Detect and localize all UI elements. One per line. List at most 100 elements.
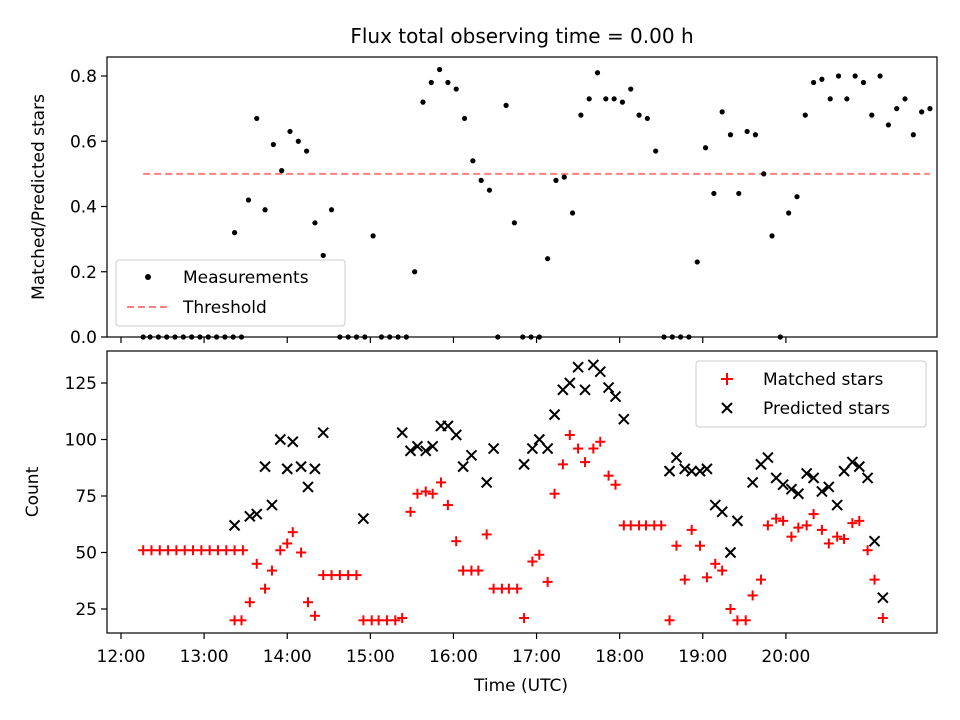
measurement-point — [902, 96, 908, 102]
bottom-legend-box — [695, 360, 927, 428]
predicted-star-point — [572, 361, 584, 373]
matched-star-point — [564, 429, 575, 440]
matched-star-point — [695, 540, 706, 551]
measurement-point — [719, 109, 725, 115]
matched-star-point — [801, 520, 812, 531]
matched-star-point — [869, 574, 880, 585]
top-axes-frame — [106, 56, 938, 338]
matched-star-point — [519, 613, 530, 624]
matched-star-point — [251, 558, 262, 569]
matched-star-point — [282, 538, 293, 549]
measurement-point — [860, 79, 867, 86]
matched-star-point — [451, 536, 462, 547]
predicted-star-point — [746, 476, 759, 489]
measurement-point — [702, 145, 709, 151]
predicted-star-point — [266, 499, 278, 511]
bottom-y-tick-label: 50 — [75, 544, 97, 564]
predicted-star-point — [541, 442, 554, 455]
measurement-point — [553, 177, 559, 183]
matched-star-point — [832, 531, 843, 542]
predicted-star-point — [302, 481, 314, 493]
predicted-star-point — [426, 440, 439, 452]
bottom-x-axis-label: Time (UTC) — [473, 676, 568, 696]
measurements-legend-marker — [145, 274, 151, 280]
predicted-star-point — [564, 377, 576, 389]
matched-star-point — [588, 443, 599, 454]
matched-star-point — [686, 524, 697, 535]
matched-star-point — [603, 470, 614, 481]
predicted-star-point — [670, 451, 683, 464]
predicted-star-point — [777, 478, 789, 491]
bottom-legend: Matched stars Predicted stars — [695, 360, 927, 428]
predicted-star-point — [518, 458, 530, 471]
measurement-point — [827, 96, 833, 102]
matched-star-point — [816, 524, 827, 535]
predicted-star-point — [716, 506, 728, 518]
measurement-point — [910, 132, 916, 138]
predicted-star-point — [465, 449, 478, 462]
predicted-star-point — [823, 481, 835, 493]
measurement-point — [877, 73, 883, 79]
predicted-star-point — [526, 442, 539, 455]
measurement-point — [461, 115, 468, 122]
predicted-star-point — [309, 463, 321, 475]
matched-legend-marker — [721, 373, 733, 385]
matched-star-point — [442, 500, 453, 511]
top-y-tick-label: 0.2 — [70, 263, 97, 283]
matched-star-point — [862, 545, 873, 556]
matched-star-point — [762, 520, 773, 531]
matched-star-point — [701, 572, 712, 583]
predicted-star-point — [602, 381, 615, 394]
predicted-star-point — [609, 390, 622, 403]
bottom-x-tick-label: 19:00 — [678, 647, 727, 667]
matched-star-point — [877, 613, 888, 624]
matched-star-point — [847, 518, 858, 529]
measurement-point — [844, 96, 850, 102]
bottom-x-ticks: 12:00 13:00 14:00 15:00 16:00 17:00 18:00 19:00… — [97, 633, 810, 667]
measurement-point — [545, 256, 551, 262]
measurement-point — [802, 112, 808, 118]
measurement-point — [295, 138, 301, 144]
top-y-tick-label: 0.4 — [70, 198, 97, 218]
measurement-point — [470, 158, 476, 164]
matched-star-point — [793, 522, 804, 533]
matched-star-point — [309, 610, 320, 621]
measurement-point — [578, 112, 584, 118]
bottom-x-tick-label: 12:00 — [97, 647, 146, 667]
matched-legend-label: Matched stars — [763, 370, 883, 390]
bottom-y-tick-label: 25 — [75, 600, 97, 620]
bottom-x-tick-label: 17:00 — [512, 647, 561, 667]
top-x-ticks — [120, 337, 787, 343]
measurement-point — [761, 171, 767, 177]
measurement-point — [511, 220, 517, 226]
predicted-star-point — [251, 508, 263, 520]
predicted-star-point — [679, 463, 691, 475]
matched-star-point — [656, 520, 667, 531]
predicted-star-point — [281, 463, 293, 475]
matched-star-point — [237, 545, 248, 556]
matched-star-point — [287, 527, 298, 538]
matched-star-point — [755, 574, 766, 585]
predicted-legend-marker — [721, 402, 733, 414]
measurement-point — [478, 177, 484, 183]
matched-star-point — [236, 615, 247, 626]
measurement-point — [420, 99, 426, 105]
measurement-point — [619, 99, 626, 105]
matched-star-point — [481, 529, 492, 540]
predicted-star-point — [287, 436, 299, 448]
bottom-y-tick-label: 75 — [75, 487, 97, 507]
matched-star-point — [808, 509, 819, 520]
measurement-point — [561, 174, 567, 180]
matched-star-point — [435, 477, 446, 488]
predicted-star-point — [411, 440, 424, 452]
predicted-star-point — [317, 427, 329, 439]
top-legend: Measurements Threshold — [115, 259, 346, 327]
measurement-point — [819, 76, 825, 82]
top-chart-title: Flux total observing time = 0.00 h — [350, 24, 693, 48]
threshold-legend-label: Threshold — [182, 298, 267, 318]
matched-star-point — [303, 597, 313, 608]
predicted-star-point — [450, 429, 462, 441]
matched-star-point — [390, 615, 401, 626]
